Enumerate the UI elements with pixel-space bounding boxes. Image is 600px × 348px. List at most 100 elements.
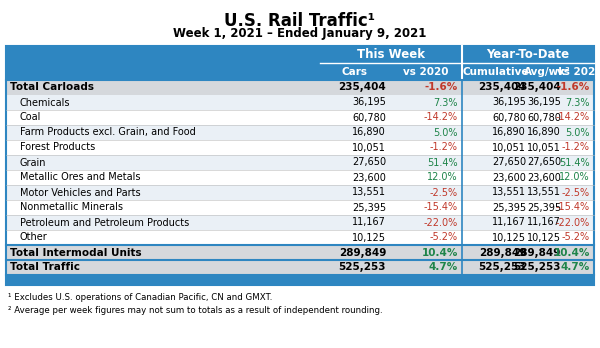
Bar xyxy=(6,200,594,215)
Text: This Week: This Week xyxy=(357,48,425,62)
Text: Motor Vehicles and Parts: Motor Vehicles and Parts xyxy=(20,188,140,198)
Text: 25,395: 25,395 xyxy=(352,203,386,213)
Text: Week 1, 2021 – Ended January 9, 2021: Week 1, 2021 – Ended January 9, 2021 xyxy=(173,27,427,40)
Text: 7.3%: 7.3% xyxy=(433,97,458,108)
Text: -22.0%: -22.0% xyxy=(424,218,458,228)
Text: 13,551: 13,551 xyxy=(492,188,526,198)
Text: 36,195: 36,195 xyxy=(352,97,386,108)
Text: Chemicals: Chemicals xyxy=(20,97,71,108)
Text: 27,650: 27,650 xyxy=(492,158,526,167)
Bar xyxy=(6,155,594,170)
Text: Farm Products excl. Grain, and Food: Farm Products excl. Grain, and Food xyxy=(20,127,196,137)
Text: 13,551: 13,551 xyxy=(527,188,561,198)
Text: 23,600: 23,600 xyxy=(527,173,561,182)
Text: -14.2%: -14.2% xyxy=(424,112,458,122)
Text: 11,167: 11,167 xyxy=(527,218,561,228)
Text: Cumulative: Cumulative xyxy=(463,67,529,77)
Text: 36,195: 36,195 xyxy=(527,97,561,108)
Text: 27,650: 27,650 xyxy=(352,158,386,167)
Text: vs 2020: vs 2020 xyxy=(557,67,600,77)
Text: 25,395: 25,395 xyxy=(527,203,561,213)
Text: -1.2%: -1.2% xyxy=(430,142,458,152)
Bar xyxy=(6,95,594,110)
Text: Coal: Coal xyxy=(20,112,41,122)
Text: -5.2%: -5.2% xyxy=(562,232,590,243)
Text: Avg/wk²: Avg/wk² xyxy=(524,67,571,77)
Text: 10,051: 10,051 xyxy=(527,142,561,152)
Text: 235,404: 235,404 xyxy=(478,82,526,93)
Text: 10,051: 10,051 xyxy=(492,142,526,152)
Text: U.S. Rail Traffic¹: U.S. Rail Traffic¹ xyxy=(224,12,376,30)
Text: 12.0%: 12.0% xyxy=(427,173,458,182)
Text: 7.3%: 7.3% xyxy=(566,97,590,108)
Text: 10,125: 10,125 xyxy=(492,232,526,243)
Text: 525,253: 525,253 xyxy=(338,262,386,272)
Text: -1.6%: -1.6% xyxy=(557,82,590,93)
Text: 23,600: 23,600 xyxy=(492,173,526,182)
Text: 10,125: 10,125 xyxy=(527,232,561,243)
Bar xyxy=(6,170,594,185)
Text: 51.4%: 51.4% xyxy=(559,158,590,167)
Text: 10,051: 10,051 xyxy=(352,142,386,152)
Text: 25,395: 25,395 xyxy=(492,203,526,213)
Text: 36,195: 36,195 xyxy=(492,97,526,108)
Text: Year-To-Date: Year-To-Date xyxy=(487,48,569,62)
Text: 16,890: 16,890 xyxy=(352,127,386,137)
Text: -1.2%: -1.2% xyxy=(562,142,590,152)
Text: -2.5%: -2.5% xyxy=(562,188,590,198)
Text: 5.0%: 5.0% xyxy=(433,127,458,137)
Text: 16,890: 16,890 xyxy=(492,127,526,137)
Text: Other: Other xyxy=(20,232,48,243)
Text: 5.0%: 5.0% xyxy=(566,127,590,137)
Text: Total Intermodal Units: Total Intermodal Units xyxy=(10,247,142,258)
Text: ¹ Excludes U.S. operations of Canadian Pacific, CN and GMXT.: ¹ Excludes U.S. operations of Canadian P… xyxy=(8,293,272,302)
Text: 27,650: 27,650 xyxy=(527,158,561,167)
Text: 16,890: 16,890 xyxy=(527,127,561,137)
Text: Grain: Grain xyxy=(20,158,47,167)
Bar xyxy=(6,80,594,95)
Text: 235,404: 235,404 xyxy=(338,82,386,93)
Text: vs 2020: vs 2020 xyxy=(403,67,449,77)
Text: ² Average per week figures may not sum to totals as a result of independent roun: ² Average per week figures may not sum t… xyxy=(8,306,383,315)
Text: Total Carloads: Total Carloads xyxy=(10,82,94,93)
Text: Forest Products: Forest Products xyxy=(20,142,95,152)
Bar xyxy=(6,46,594,285)
Text: 60,780: 60,780 xyxy=(492,112,526,122)
Text: 10.4%: 10.4% xyxy=(554,247,590,258)
Text: 525,253: 525,253 xyxy=(514,262,561,272)
Text: Metallic Ores and Metals: Metallic Ores and Metals xyxy=(20,173,140,182)
Text: 10.4%: 10.4% xyxy=(422,247,458,258)
Text: 289,849: 289,849 xyxy=(514,247,561,258)
Bar xyxy=(6,230,594,245)
Text: 235,404: 235,404 xyxy=(513,82,561,93)
Bar xyxy=(6,245,594,260)
Text: 4.7%: 4.7% xyxy=(561,262,590,272)
Text: 10,125: 10,125 xyxy=(352,232,386,243)
Bar xyxy=(6,215,594,230)
Text: 289,849: 289,849 xyxy=(479,247,526,258)
Text: 525,253: 525,253 xyxy=(479,262,526,272)
Bar xyxy=(6,275,594,285)
Text: 11,167: 11,167 xyxy=(492,218,526,228)
Text: -15.4%: -15.4% xyxy=(556,203,590,213)
Text: Total Traffic: Total Traffic xyxy=(10,262,80,272)
Bar xyxy=(6,64,594,80)
Text: 11,167: 11,167 xyxy=(352,218,386,228)
Text: Nonmetallic Minerals: Nonmetallic Minerals xyxy=(20,203,123,213)
Bar xyxy=(6,185,594,200)
Bar xyxy=(6,46,594,64)
Text: 13,551: 13,551 xyxy=(352,188,386,198)
Bar xyxy=(6,140,594,155)
Text: Cars: Cars xyxy=(342,67,368,77)
Text: 289,849: 289,849 xyxy=(338,247,386,258)
Bar xyxy=(6,110,594,125)
Text: 60,780: 60,780 xyxy=(352,112,386,122)
Bar xyxy=(6,260,594,275)
Text: 12.0%: 12.0% xyxy=(559,173,590,182)
Text: -5.2%: -5.2% xyxy=(430,232,458,243)
Text: -22.0%: -22.0% xyxy=(556,218,590,228)
Text: -14.2%: -14.2% xyxy=(556,112,590,122)
Text: -15.4%: -15.4% xyxy=(424,203,458,213)
Text: 51.4%: 51.4% xyxy=(427,158,458,167)
Text: 60,780: 60,780 xyxy=(527,112,561,122)
